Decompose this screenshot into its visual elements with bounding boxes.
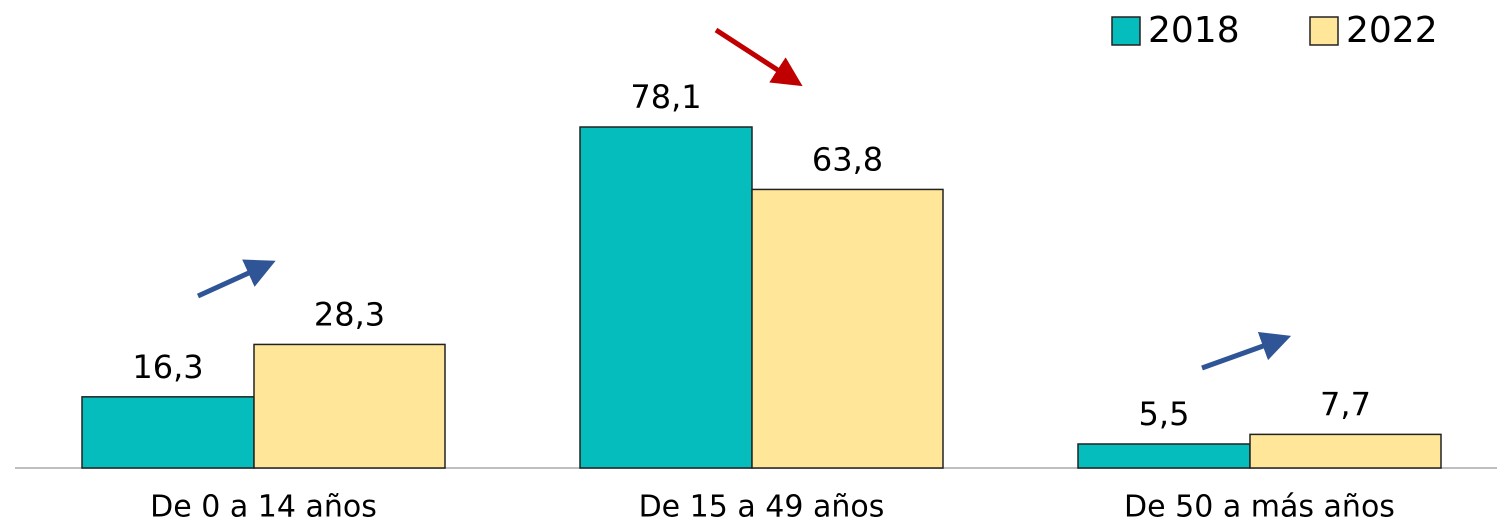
x-tick-label: De 15 a 49 años <box>639 490 885 525</box>
x-tick-label: De 50 a más años <box>1124 490 1395 525</box>
bar <box>253 343 446 469</box>
bar <box>751 188 944 469</box>
value-label: 63,8 <box>812 140 883 178</box>
bar <box>1249 433 1442 469</box>
value-label: 78,1 <box>630 78 701 116</box>
value-label: 16,3 <box>132 348 203 386</box>
value-label: 5,5 <box>1139 395 1190 433</box>
value-label: 7,7 <box>1320 385 1371 423</box>
bar <box>81 396 255 469</box>
bar <box>579 126 753 469</box>
legend-swatch <box>1309 16 1339 46</box>
legend-label: 2022 <box>1346 10 1438 51</box>
value-label: 28,3 <box>314 295 385 333</box>
legend-swatch <box>1111 16 1141 46</box>
trend-arrow <box>1201 331 1292 371</box>
trend-arrow <box>714 27 803 87</box>
bar <box>1077 443 1251 469</box>
legend-label: 2018 <box>1148 10 1240 51</box>
trend-arrow <box>196 259 276 299</box>
x-tick-label: De 0 a 14 años <box>150 490 377 525</box>
